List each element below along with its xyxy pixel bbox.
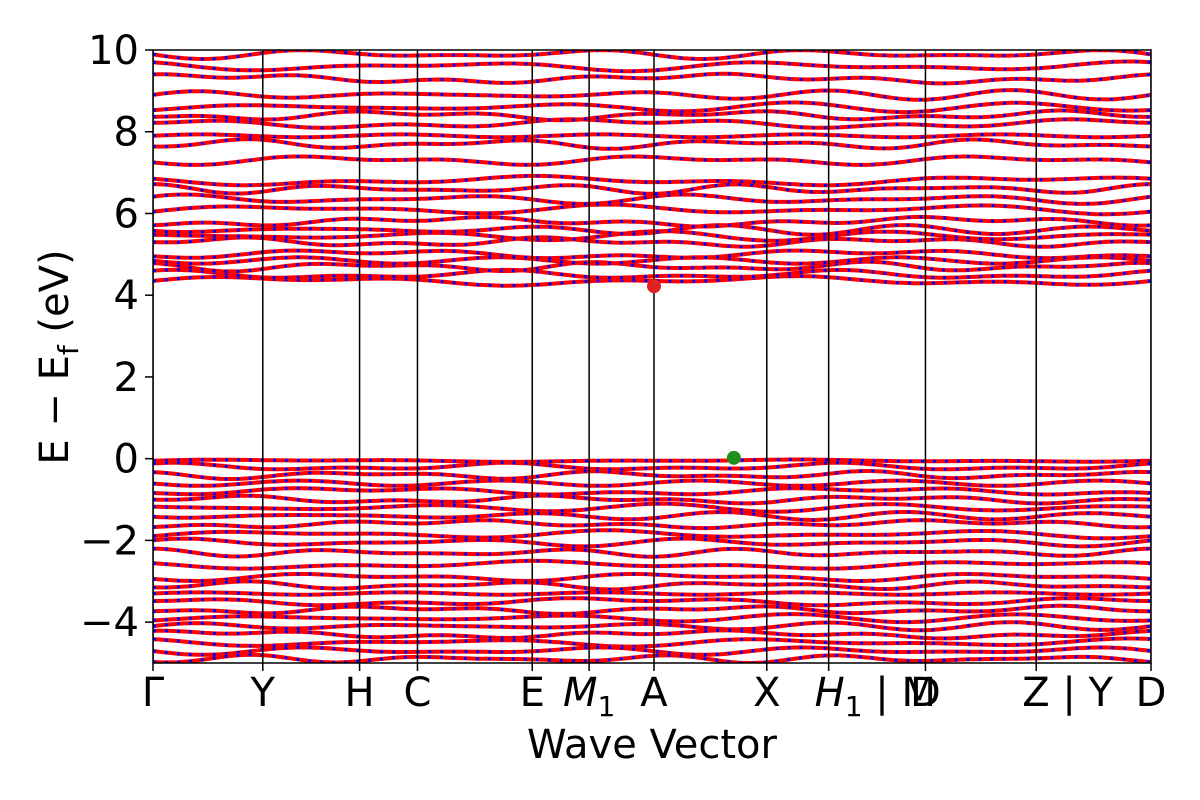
band-line <box>153 579 1151 592</box>
x-tick-label: D <box>1136 670 1167 716</box>
band-line <box>153 501 1151 514</box>
x-tick-label: H1 | M <box>815 670 936 723</box>
x-tick-label: Γ <box>142 670 165 716</box>
band-line <box>153 50 1151 62</box>
band-line <box>153 154 1151 167</box>
band-line <box>153 596 1151 608</box>
y-tick-label: −4 <box>80 600 139 646</box>
cbm-marker <box>646 279 661 294</box>
x-tick-label: E <box>520 670 545 716</box>
band-line <box>153 223 1151 237</box>
plot-area <box>153 50 1151 663</box>
band-line <box>153 255 1151 266</box>
vbm-marker <box>726 450 741 465</box>
band-line <box>153 248 1151 261</box>
band-line <box>153 457 1151 464</box>
band-line <box>153 469 1151 481</box>
extremum-markers <box>646 279 741 465</box>
band-line <box>153 88 1151 102</box>
x-tick-label: A <box>640 670 668 716</box>
band-line <box>153 100 1151 115</box>
y-tick-label: −2 <box>80 518 139 564</box>
band-line <box>153 132 1151 140</box>
band-line <box>153 173 1151 188</box>
band-line <box>153 493 1151 506</box>
band-line <box>153 235 1151 249</box>
band-line <box>153 652 1151 663</box>
band-line <box>153 603 1151 616</box>
x-tick-label: D <box>910 670 941 716</box>
band-line <box>153 117 1151 130</box>
band-line <box>153 620 1151 633</box>
plot-frame <box>152 49 1152 664</box>
band-line <box>153 478 1151 488</box>
band-line <box>153 460 1151 472</box>
band-line <box>153 518 1151 531</box>
band-line <box>153 645 1151 657</box>
band-line <box>153 202 1151 217</box>
y-tick-label: 10 <box>88 28 139 74</box>
band-line <box>153 558 1151 571</box>
band-line <box>153 267 1151 280</box>
band-line <box>153 636 1151 649</box>
x-tick-label: X <box>753 670 780 716</box>
band-lines <box>153 50 1151 663</box>
y-tick-label: 6 <box>114 191 139 237</box>
band-line <box>153 486 1151 497</box>
band-line <box>153 509 1151 523</box>
y-tick-label: 4 <box>114 273 139 319</box>
band-line <box>153 108 1151 123</box>
y-axis-label: E − Ef (eV) <box>32 249 85 464</box>
band-line <box>153 536 1151 549</box>
band-line <box>153 192 1151 206</box>
band-line <box>153 137 1151 151</box>
x-tick-label: H <box>345 670 375 716</box>
x-axis-label: Wave Vector <box>527 722 778 768</box>
band-line <box>153 546 1151 559</box>
band-line <box>153 259 1151 274</box>
y-axis-ticks: −4 −2 0 2 4 6 8 10 <box>80 28 153 646</box>
band-line <box>153 572 1151 584</box>
y-tick-label: 0 <box>114 437 139 483</box>
y-tick-label: 8 <box>114 110 139 156</box>
band-line <box>153 59 1151 74</box>
y-tick-label: 2 <box>114 355 139 401</box>
band-line <box>153 71 1151 86</box>
band-line <box>153 214 1151 229</box>
band-line <box>153 612 1151 625</box>
band-line <box>153 182 1151 196</box>
x-tick-label: Z | Y <box>1022 670 1113 716</box>
band-line <box>153 590 1151 597</box>
high-symmetry-lines <box>153 50 1151 663</box>
x-tick-label: C <box>404 670 432 716</box>
band-line <box>153 628 1151 641</box>
x-tick-label: Y <box>250 670 276 716</box>
band-line <box>153 528 1151 541</box>
x-tick-label: M1 <box>563 670 615 723</box>
